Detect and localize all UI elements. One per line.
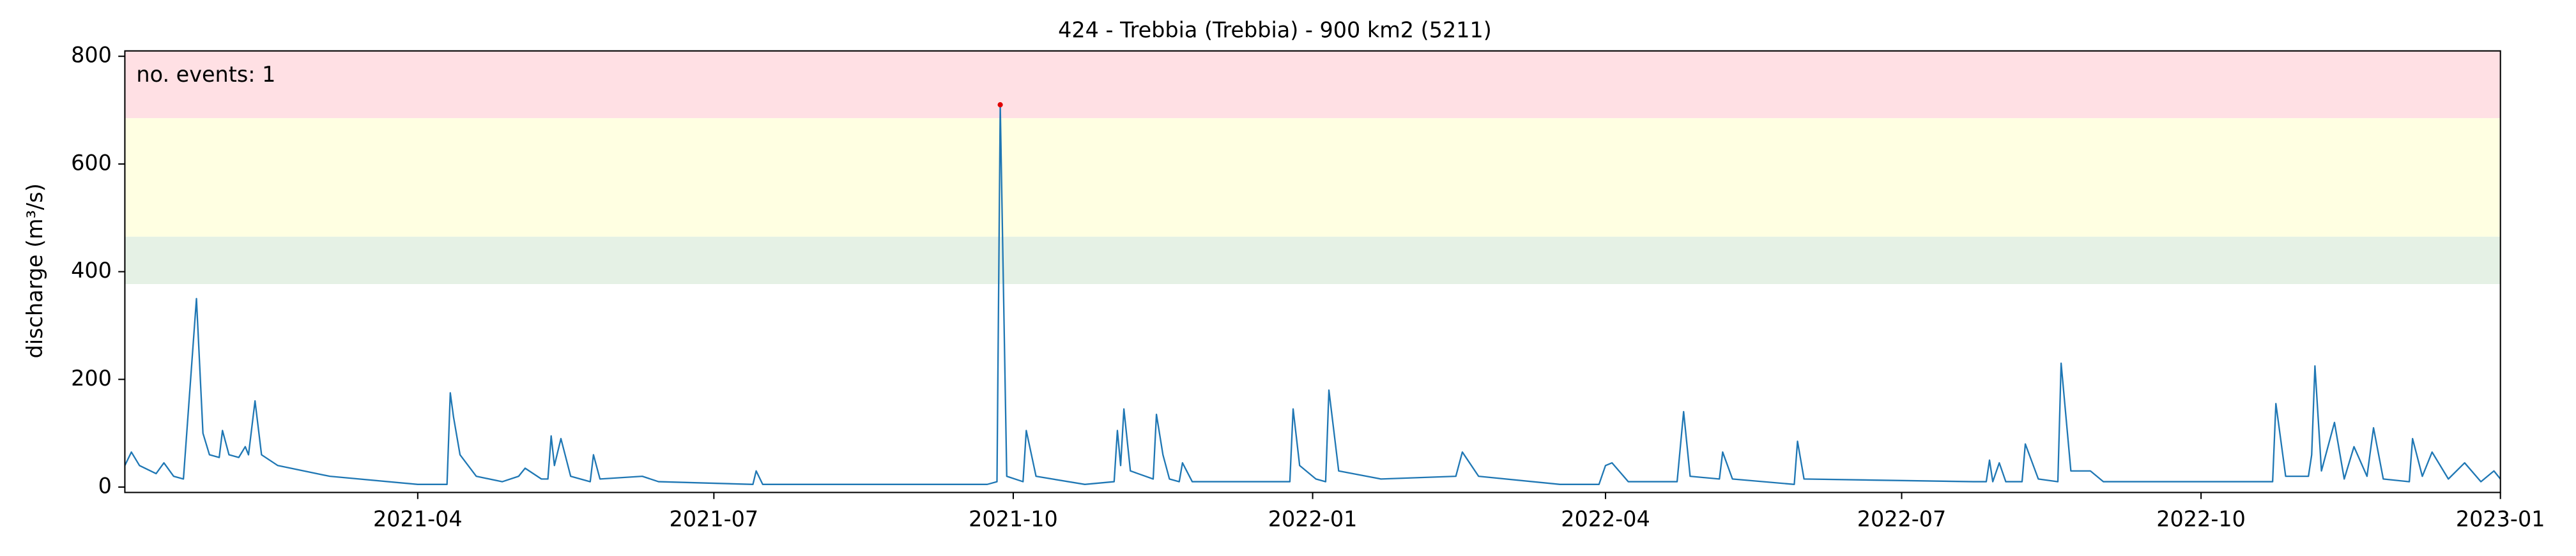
x-tick-label: 2022-10 <box>2156 507 2246 532</box>
x-tick-label: 2023-01 <box>2456 507 2545 532</box>
event-marker <box>997 101 1003 108</box>
plot-frame <box>124 50 2501 493</box>
threshold-band <box>125 50 2501 119</box>
y-tick-label: 0 <box>98 474 112 499</box>
x-tick-label: 2022-04 <box>1561 507 1650 532</box>
y-tick-label: 400 <box>71 258 112 283</box>
annotation: no. events: 1 <box>136 62 275 87</box>
threshold-band <box>125 236 2501 285</box>
x-tick-label: 2021-10 <box>969 507 1058 532</box>
chart-title: 424 - Trebbia (Trebbia) - 900 km2 (5211) <box>1058 17 1492 42</box>
y-tick-label: 800 <box>71 43 112 68</box>
y-tick-label: 200 <box>71 366 112 391</box>
x-tick-label: 2022-01 <box>1268 507 1358 532</box>
y-tick-label: 600 <box>71 150 112 175</box>
x-tick-label: 2022-07 <box>1857 507 1947 532</box>
discharge-line <box>124 103 2501 485</box>
x-tick-label: 2021-07 <box>670 507 759 532</box>
threshold-band <box>125 118 2501 237</box>
y-axis-label: discharge (m³/s) <box>22 183 47 358</box>
x-tick-label: 2021-04 <box>373 507 463 532</box>
